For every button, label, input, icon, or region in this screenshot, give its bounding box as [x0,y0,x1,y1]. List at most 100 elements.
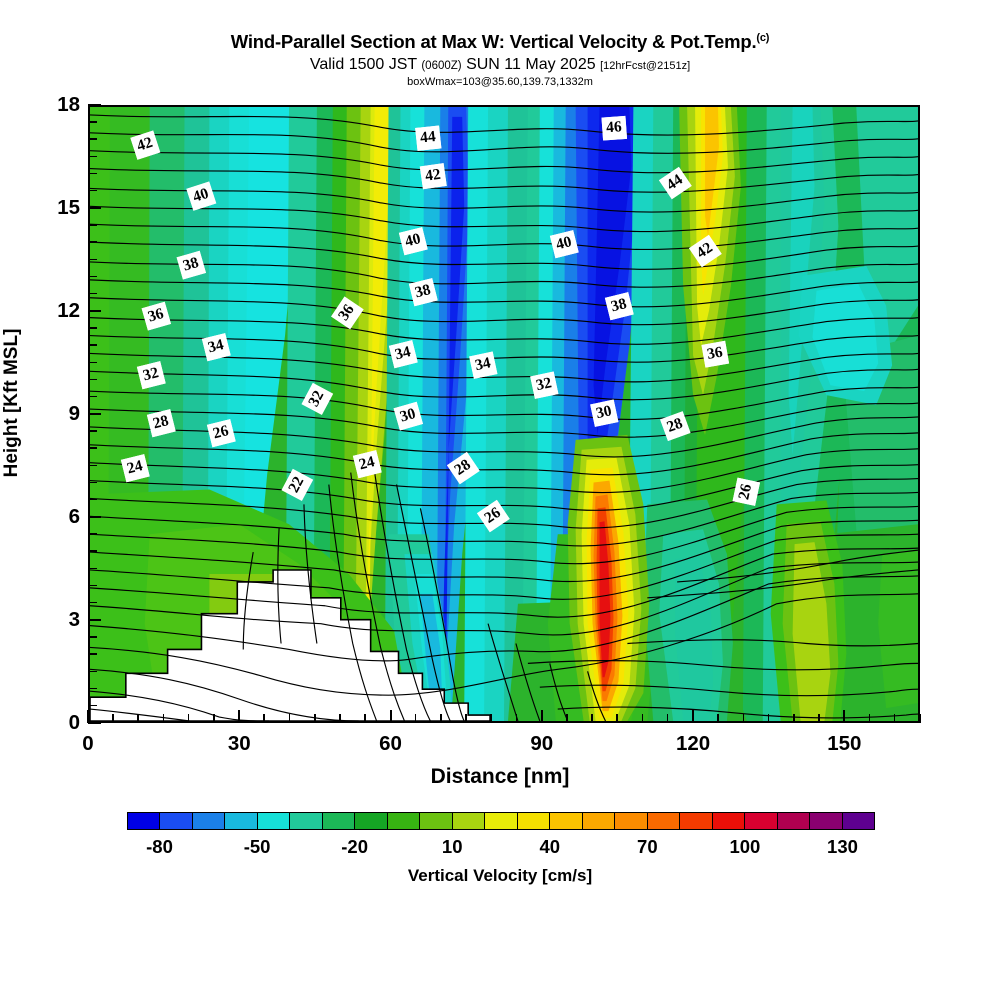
x-axis-tick-label: 150 [827,732,862,755]
potential-temperature-contours [90,114,918,721]
colorbar-tick-label: 100 [729,836,761,857]
x-axis-minor-tick [339,714,341,723]
y-axis-title: Height [Kft MSL] [1,328,22,478]
x-axis-minor-tick [666,714,669,723]
y-axis-minor-tick [88,550,97,552]
colorbar-swatch [517,813,551,829]
x-axis-minor-tick [263,714,266,723]
y-axis-minor-tick [88,189,97,192]
y-axis-minor-tick [88,292,97,295]
colorbar-swatch [745,813,778,829]
y-axis-tick-label: 9 [68,402,80,425]
colorbar-tick-label: 70 [637,836,658,857]
y-axis-minor-tick [88,447,97,449]
title-block: Wind-Parallel Section at Max W: Vertical… [0,0,1000,88]
colorbar-swatch [810,813,843,829]
y-axis-minor-tick [88,464,97,467]
contour-label: 36 [701,341,729,368]
y-axis-minor-tick [88,172,97,175]
y-axis-major-tick [88,104,101,106]
colorbar-swatch [420,813,453,829]
y-axis-minor-tick [88,361,97,364]
x-axis-minor-tick [868,714,871,723]
colorbar-swatch [712,813,746,829]
x-axis-minor-tick [616,714,619,723]
x-axis-major-tick [238,710,241,723]
x-axis-minor-tick [591,714,593,723]
y-axis-minor-tick [88,636,97,638]
y-axis-minor-tick [88,327,97,329]
y-axis-minor-tick [88,155,97,158]
colorbar-swatch [387,813,421,829]
colorbar-swatch [615,813,648,829]
contour-label: 42 [419,162,447,189]
y-axis-minor-tick [88,601,97,604]
x-axis-minor-tick [742,714,745,723]
y-axis-minor-tick [88,567,97,570]
colorbar-swatch [647,813,681,829]
colorbar-swatch [485,813,518,829]
y-axis-minor-tick [88,584,97,587]
valid-time-utc: (0600Z) [421,59,462,72]
valid-time-line: Valid 1500 JST (0600Z) SUN 11 May 2025 [… [0,55,1000,73]
x-axis-major-tick [389,710,392,723]
y-axis-minor-tick [88,275,97,278]
y-axis-minor-tick [88,241,97,243]
colorbar-tick-label: 40 [539,836,561,857]
y-axis-major-tick [88,722,101,724]
x-axis-minor-tick [641,714,644,723]
y-axis-minor-tick [88,687,97,690]
y-axis-tick-label: 18 [57,93,80,116]
y-axis-minor-tick [88,224,97,226]
y-axis-minor-tick [88,258,97,261]
colorbar-tick-label: -20 [341,836,369,857]
page-title: Wind-Parallel Section at Max W: Vertical… [0,32,1000,52]
y-axis-major-tick [88,207,101,209]
y-axis-minor-tick [88,704,97,707]
y-axis-minor-tick [88,121,97,123]
colorbar-tick-label: -50 [243,836,271,857]
x-axis-minor-tick [414,714,417,723]
colorbar-swatch [290,813,323,829]
y-axis-minor-tick [88,533,97,535]
colorbar-tick-label: -80 [146,836,173,857]
contour-label: 44 [414,125,441,151]
y-axis-minor-tick [88,138,97,140]
x-axis-minor-tick [364,714,366,723]
colorbar-title: Vertical Velocity [cm/s] [407,866,593,885]
x-axis-major-tick [87,710,89,723]
y-axis-minor-tick [88,653,97,655]
y-axis-tick-label: 6 [68,505,80,528]
colorbar-swatch [582,813,616,829]
x-axis-minor-tick [919,714,921,723]
colorbar-swatch [550,813,583,829]
y-axis-tick-label: 3 [68,608,80,631]
colorbar-tick-label: 10 [441,836,463,857]
valid-date: SUN 11 May 2025 [466,55,596,73]
y-axis-minor-tick [88,378,97,381]
x-axis-tick-label: 0 [82,732,94,755]
y-axis-minor-tick [88,670,97,673]
y-axis-major-tick [88,516,101,518]
x-axis-title: Distance [nm] [430,765,570,788]
x-axis-tick-label: 60 [379,732,402,755]
y-axis-tick-label: 15 [57,196,80,219]
x-axis-minor-tick [187,714,190,723]
valid-time-local: Valid 1500 JST [309,55,417,73]
copyright-mark: (c) [756,32,770,44]
y-axis-major-tick [88,619,101,621]
y-axis-minor-tick [88,395,97,398]
colorbar-swatch [452,813,486,829]
colorbar-swatch [322,813,356,829]
contour-label: 26 [732,477,759,506]
x-axis-minor-tick [213,714,215,723]
colorbar [127,812,875,830]
x-axis-minor-tick [288,714,291,723]
y-axis-minor-tick [88,344,97,346]
colorbar-tick-label: 130 [827,836,858,857]
y-axis-tick-label: 0 [68,711,80,734]
contour-label: 46 [601,115,627,140]
x-axis-minor-tick [792,714,795,723]
y-axis-minor-tick [88,430,97,432]
x-axis-minor-tick [717,714,719,723]
